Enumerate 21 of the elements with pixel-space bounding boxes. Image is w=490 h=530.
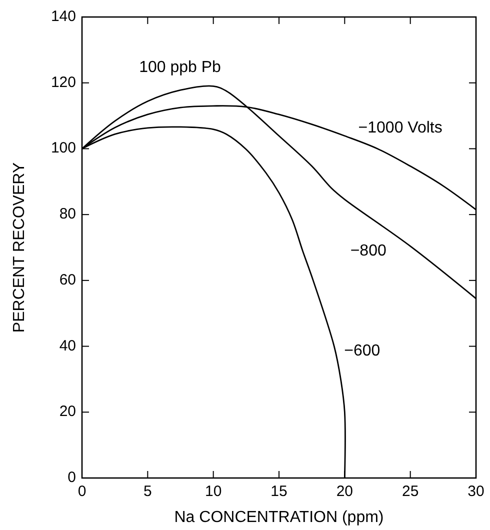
y-axis-title: PERCENT RECOVERY (11, 162, 28, 333)
y-tick-label: 20 (59, 403, 76, 420)
annotation: 100 ppb Pb (139, 59, 222, 76)
x-tick-label: 0 (78, 483, 86, 500)
series-label: −600 (344, 342, 380, 360)
x-tick-label: 10 (204, 483, 222, 500)
y-tick-label: 60 (59, 271, 76, 288)
y-tick-label: 100 (50, 140, 76, 157)
x-tick-label: 5 (143, 483, 152, 500)
x-axis-title: Na CONCENTRATION (ppm) (174, 509, 384, 526)
x-tick-label: 20 (336, 483, 354, 500)
x-tick-label: 25 (402, 483, 419, 500)
y-tick-label: 40 (59, 337, 76, 354)
y-tick-label: 120 (50, 74, 76, 91)
y-tick-label: 140 (50, 8, 76, 25)
x-tick-label: 15 (270, 483, 288, 500)
y-tick-label: 80 (59, 206, 76, 223)
x-tick-label: 30 (468, 483, 484, 500)
series-label: −800 (350, 242, 386, 260)
y-tick-label: 0 (68, 468, 76, 486)
series-label: −1000 Volts (358, 119, 442, 136)
